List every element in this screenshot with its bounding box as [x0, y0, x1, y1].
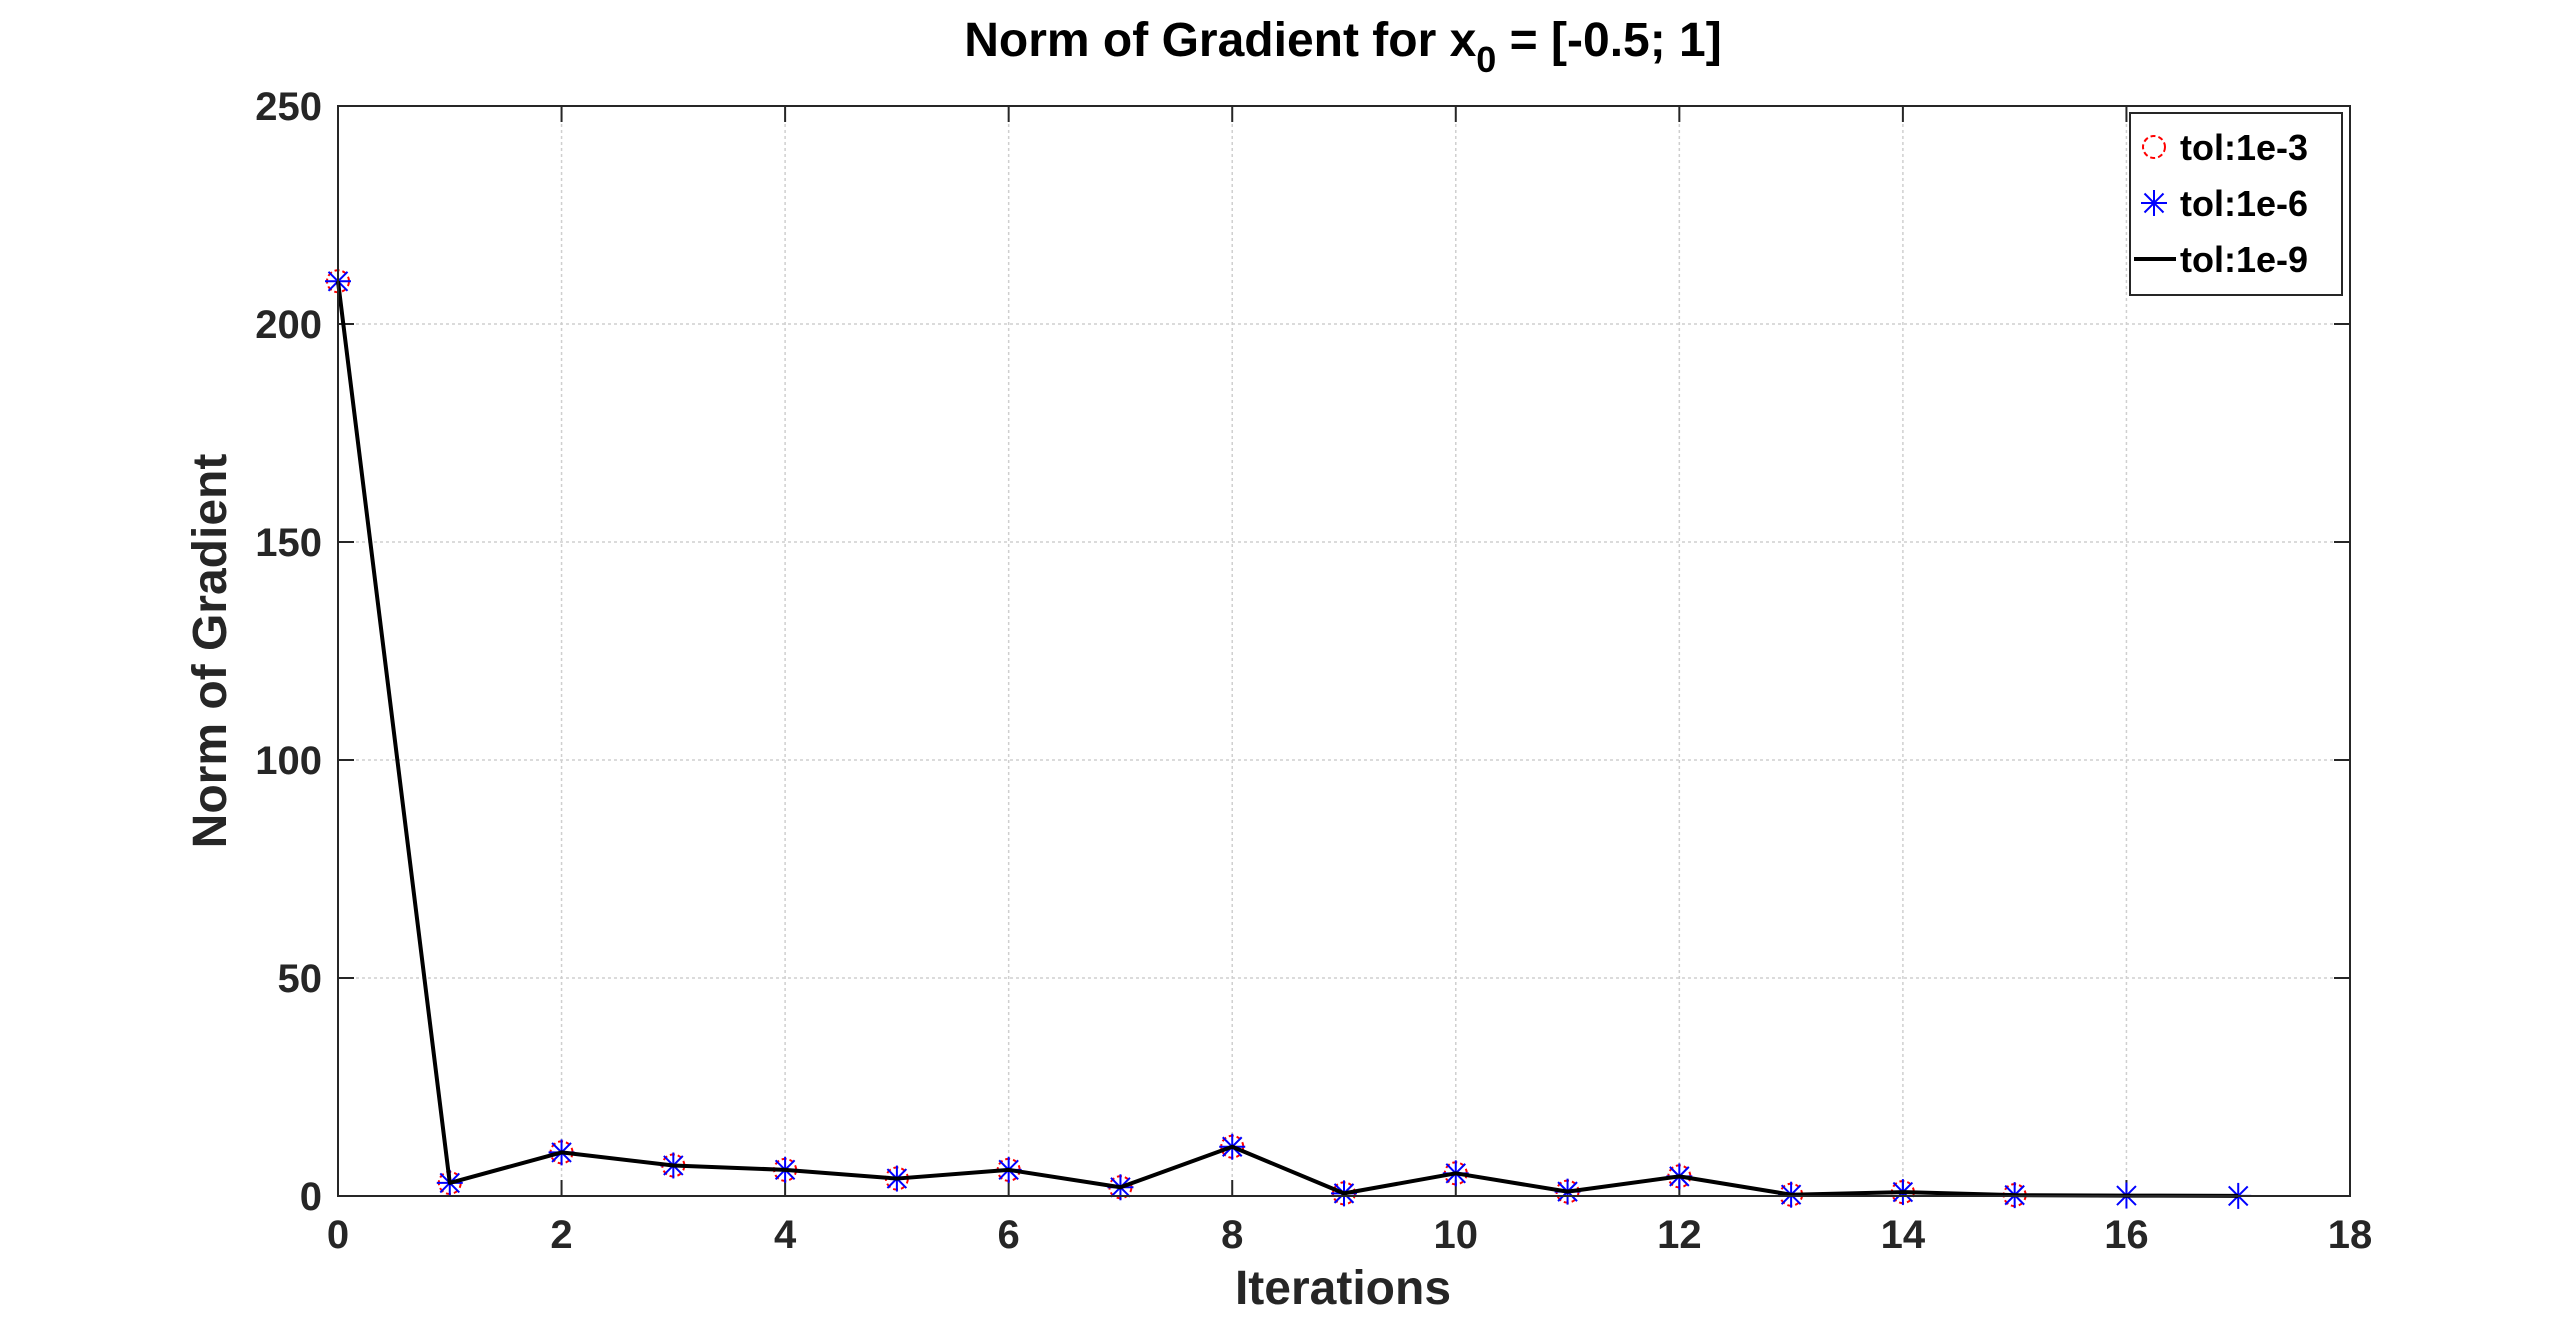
x-axis-label: Iterations	[1235, 1262, 1451, 1315]
y-tick-label: 50	[278, 957, 323, 1001]
legend: tol:1e-3 tol:1e-6 tol:1e-9	[2129, 112, 2343, 296]
legend-marker-asterisk	[2141, 190, 2167, 216]
x-tick-label: 10	[1434, 1213, 1479, 1257]
series-line	[336, 281, 2239, 1198]
y-axis-label: Norm of Gradient	[184, 454, 237, 849]
chart-title-main: Norm of Gradient for x	[964, 14, 1476, 67]
x-tick-label: 2	[550, 1213, 572, 1257]
x-tick-label: 4	[774, 1213, 797, 1257]
plot-frame	[337, 105, 2351, 1197]
legend-label: tol:1e-6	[2180, 183, 2308, 224]
x-tick-label: 12	[1657, 1213, 1702, 1257]
grid-lines	[338, 106, 2350, 1196]
series-layer	[325, 268, 2252, 1209]
y-tick-label: 0	[300, 1175, 322, 1219]
chart-title-tail: = [-0.5; 1]	[1496, 14, 1721, 67]
axes: 0 2 4 6 8 10 12 14 16 18 0 50 100 150 200 250	[255, 85, 2372, 1257]
x-tick-label: 8	[1221, 1213, 1243, 1257]
legend-marker-circle	[2142, 135, 2166, 159]
plot-area	[338, 106, 2350, 1196]
x-tick-label: 6	[998, 1213, 1020, 1257]
legend-label: tol:1e-9	[2180, 239, 2308, 280]
y-tick-label: 150	[255, 521, 322, 565]
x-tick-label: 14	[1881, 1213, 1926, 1257]
series-tol:1e-9	[336, 281, 2239, 1198]
x-tick-label: 0	[327, 1213, 349, 1257]
y-tick-label: 100	[255, 739, 322, 783]
y-tick-label: 250	[255, 85, 322, 129]
legend-label: tol:1e-3	[2180, 127, 2308, 168]
x-tick-label: 18	[2328, 1213, 2373, 1257]
x-tick-label: 16	[2104, 1213, 2149, 1257]
chart-title: Norm of Gradient for x0 = [-0.5; 1]	[964, 14, 1721, 80]
chart-title-subscript: 0	[1476, 39, 1496, 80]
y-tick-label: 200	[255, 303, 322, 347]
